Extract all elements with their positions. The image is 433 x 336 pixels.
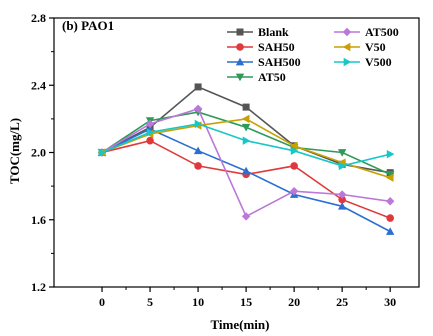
legend-marker-at500 [342, 27, 352, 37]
data-point-at50 [385, 170, 395, 179]
data-point-blank [194, 83, 202, 91]
data-point-sah50 [386, 214, 394, 222]
data-point-v500 [386, 149, 395, 159]
x-tick-label: 10 [192, 295, 204, 309]
legend-label-sah50: SAH50 [258, 40, 295, 54]
data-point-sah500 [337, 202, 347, 210]
data-point-sah50 [194, 162, 202, 170]
legend-label-at500: AT500 [365, 25, 399, 39]
panel-label: (b) PAO1 [62, 18, 114, 33]
data-point-sah50 [338, 195, 346, 204]
y-axis-label: TOC(mg/L) [7, 118, 22, 184]
data-point-at500 [289, 186, 299, 196]
legend-marker-sah500 [235, 57, 245, 66]
legend-marker-sah50 [236, 43, 244, 51]
data-point-blank [242, 103, 250, 111]
data-point-sah500 [241, 166, 251, 175]
x-tick-label: 20 [288, 295, 300, 309]
data-point-v50 [289, 141, 298, 150]
y-tick-label: 2.8 [31, 11, 46, 25]
y-tick-label: 1.6 [31, 213, 46, 227]
data-point-v500 [194, 119, 203, 129]
y-tick-label: 2.0 [31, 146, 46, 160]
data-point-v50 [385, 173, 394, 182]
data-point-v50 [241, 114, 250, 124]
data-point-v500 [290, 146, 299, 156]
legend-marker-at50 [235, 73, 245, 82]
series-line-sah50 [101, 139, 391, 219]
legend-label-blank: Blank [258, 25, 289, 39]
data-point-v500 [146, 128, 155, 137]
legend-label-v500: V500 [365, 55, 392, 69]
data-point-sah50 [146, 136, 154, 145]
data-point-at500 [337, 190, 347, 199]
axes: 0 5 10 15 20 25 30 1.2 1.6 2.0 2.4 2.8 [31, 11, 420, 309]
x-tick-label: 25 [336, 295, 348, 309]
legend-label-v50: V50 [365, 40, 386, 54]
y-tick-label: 1.2 [31, 280, 46, 294]
data-point-at500 [145, 119, 155, 129]
y-tick-label: 2.4 [31, 78, 46, 92]
data-point-v500 [338, 161, 347, 171]
x-tick-label: 15 [240, 295, 252, 309]
data-point-at50 [241, 123, 251, 132]
data-point-sah500 [193, 146, 203, 155]
data-point-sah500 [385, 227, 395, 235]
data-point-sah50 [290, 162, 298, 170]
data-point-at500 [193, 104, 203, 113]
legend-label-at50: AT50 [258, 70, 286, 84]
legend-marker-blank [236, 28, 244, 36]
data-point-at50 [337, 149, 347, 157]
data-point-v500 [242, 136, 251, 145]
x-tick-label: 5 [147, 295, 153, 309]
x-tick-label: 0 [99, 295, 105, 309]
legend-label-sah500: SAH500 [258, 55, 301, 69]
data-point-at500 [385, 197, 395, 206]
data-point-v500 [98, 148, 107, 157]
data-point-at500 [241, 212, 251, 221]
legend-marker-v50 [342, 42, 351, 52]
x-axis-label: Time(min) [211, 317, 270, 332]
plot-area [97, 83, 395, 235]
legend-marker-v500 [343, 57, 352, 67]
x-tick-label: 30 [384, 295, 396, 309]
